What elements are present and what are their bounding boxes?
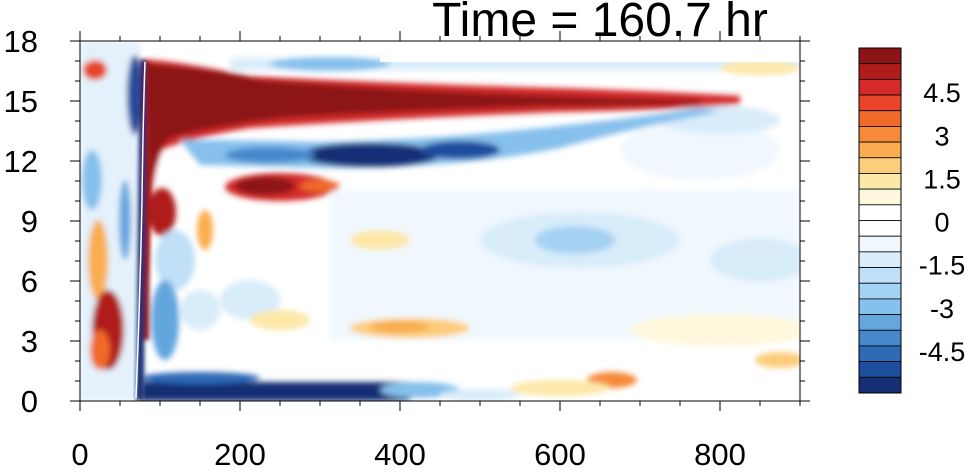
y-tick-label: 9 bbox=[21, 204, 38, 239]
contour-field bbox=[80, 41, 800, 401]
y-tick-label: 3 bbox=[21, 324, 38, 359]
colorbar-swatch bbox=[858, 329, 902, 347]
colorbar-swatch bbox=[858, 157, 902, 174]
y-axis: 0 3 6 9 12 15 18 bbox=[4, 24, 810, 419]
x-axis: 0 200 400 600 800 bbox=[71, 31, 801, 472]
colorbar-swatch bbox=[858, 267, 902, 284]
colorbar-label: -3 bbox=[930, 294, 954, 324]
colorbar-swatch bbox=[858, 220, 902, 237]
y-tick-label: 12 bbox=[4, 144, 38, 179]
x-tick-label: 800 bbox=[694, 437, 746, 472]
colorbar-label: 3 bbox=[934, 121, 949, 151]
colorbar-label: -4.5 bbox=[919, 337, 965, 367]
colorbar-swatch bbox=[858, 298, 902, 315]
colorbar-swatch bbox=[858, 314, 902, 331]
colorbar-swatch bbox=[858, 78, 902, 96]
colorbar-swatch bbox=[858, 251, 902, 268]
y-tick-label: 6 bbox=[21, 264, 38, 299]
y-tick-label: 15 bbox=[4, 84, 38, 119]
colorbar-label: 4.5 bbox=[923, 78, 961, 108]
chart-title: Time = 160.7 hr bbox=[432, 0, 768, 47]
colorbar-swatch bbox=[858, 110, 902, 127]
y-tick-label: 18 bbox=[4, 24, 38, 59]
colorbar: 4.5 3 1.5 0 -1.5 -3 -4.5 bbox=[858, 47, 965, 394]
x-tick-label: 600 bbox=[534, 437, 586, 472]
colorbar-swatch bbox=[858, 235, 902, 253]
colorbar-swatch bbox=[858, 345, 902, 363]
colorbar-swatch bbox=[858, 282, 902, 300]
colorbar-swatch bbox=[858, 141, 902, 159]
x-tick-label: 400 bbox=[374, 437, 426, 472]
colorbar-label: -1.5 bbox=[919, 251, 965, 281]
colorbar-swatch bbox=[858, 376, 902, 394]
colorbar-swatch bbox=[858, 126, 902, 143]
x-tick-label: 200 bbox=[214, 437, 266, 472]
colorbar-swatch bbox=[858, 204, 902, 221]
colorbar-swatch bbox=[858, 63, 902, 80]
colorbar-swatch bbox=[858, 361, 902, 378]
colorbar-label: 0 bbox=[934, 208, 949, 238]
colorbar-swatch bbox=[858, 173, 902, 190]
colorbar-label: 1.5 bbox=[923, 164, 961, 194]
colorbar-swatch bbox=[858, 94, 902, 112]
colorbar-swatch bbox=[858, 47, 902, 65]
colorbar-swatch bbox=[858, 188, 902, 206]
y-tick-label: 0 bbox=[21, 384, 38, 419]
colorbar-frame bbox=[858, 47, 902, 394]
x-tick-label: 0 bbox=[71, 437, 88, 472]
